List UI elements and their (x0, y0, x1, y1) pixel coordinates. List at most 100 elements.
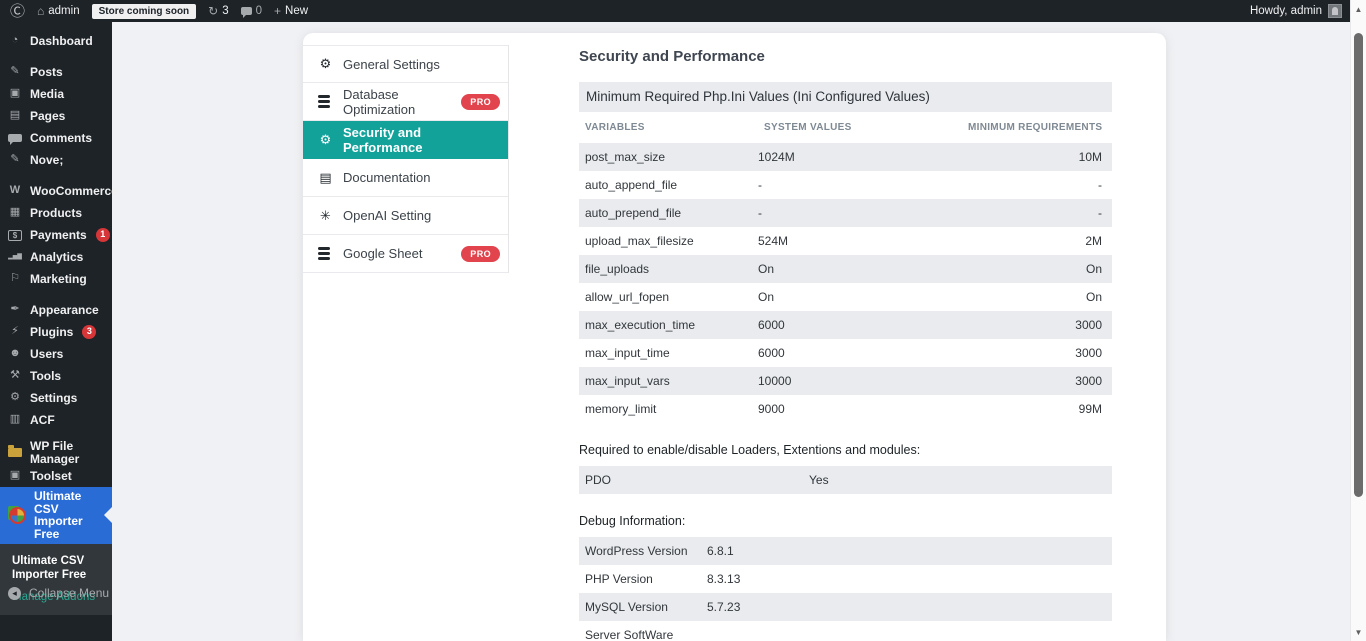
table-title: Minimum Required Php.Ini Values (Ini Con… (579, 82, 1112, 112)
tab-google-sheet[interactable]: Google SheetPRO (303, 235, 508, 273)
table-row: max_input_time60003000 (579, 339, 1112, 367)
document-icon: ▤ (318, 170, 333, 186)
tab-label: Security and Performance (343, 125, 500, 155)
pro-badge: PRO (461, 94, 500, 110)
sidebar-item-label: Appearance (30, 304, 99, 317)
cell-system-value: On (758, 290, 962, 304)
sidebar-item-products[interactable]: ▦Products (0, 202, 112, 224)
sidebar-item-tools[interactable]: ⚒ Tools (0, 365, 112, 387)
sidebar-item-nove[interactable]: ✎Nove; (0, 149, 112, 171)
sidebar-item-wp-file-manager[interactable]: WP File Manager (0, 440, 112, 465)
sidebar-item-users[interactable]: ☻ Users (0, 343, 112, 365)
user-avatar[interactable] (1328, 4, 1342, 18)
page-title: Security and Performance (579, 47, 1112, 67)
submenu-item-ultimate-csv-importer-free[interactable]: Ultimate CSV Importer Free (12, 554, 106, 582)
column-header-minimum-requirements: MINIMUM REQUIREMENTS (962, 122, 1112, 133)
debug-section-label: Debug Information: (579, 514, 1112, 529)
scrollbar-up-arrow-icon[interactable]: ▲ (1351, 5, 1366, 14)
sidebar-item-toolset[interactable]: ▣Toolset (0, 465, 112, 487)
products-icon: ▦ (8, 207, 22, 219)
collapse-menu-label: Collapse Menu (29, 586, 109, 600)
tab-label: OpenAI Setting (343, 208, 431, 223)
sidebar-item-woocommerce[interactable]: WWooCommerce (0, 180, 112, 202)
column-header-system-values: SYSTEM VALUES (758, 122, 962, 133)
tab-database-optimization[interactable]: Database OptimizationPRO (303, 83, 508, 121)
loaders-section-label: Required to enable/disable Loaders, Exte… (579, 443, 1112, 458)
sidebar-item-appearance[interactable]: ✒Appearance (0, 299, 112, 321)
tab-label: Documentation (343, 170, 430, 185)
plugin-submenu: Ultimate CSV Importer Free Manage Addons (0, 544, 112, 615)
plugin-icon: ⚡ (8, 326, 22, 338)
settings-icon: ⚙ (8, 392, 22, 404)
collapse-menu-button[interactable]: ◂ Collapse Menu (0, 586, 112, 600)
cell-minimum-requirement: 3000 (962, 346, 1112, 360)
wordpress-logo-icon[interactable]: Ⓒ (10, 4, 25, 19)
cell-minimum-requirement: On (962, 262, 1112, 276)
pushpin-icon: ✎ (8, 66, 22, 78)
sidebar-item-label: Posts (30, 66, 63, 79)
sidebar-item-payments[interactable]: $Payments1 (0, 224, 112, 246)
sidebar-item-label: Users (30, 348, 63, 361)
browser-scrollbar[interactable]: ▲ ▼ (1350, 0, 1366, 641)
updates-link[interactable]: ↻ 3 (208, 5, 228, 17)
tools-icon: ⚒ (8, 370, 22, 382)
sidebar-item-ultimate-csv-importer-free[interactable]: Ultimate CSV Importer Free (0, 487, 112, 543)
cell-debug-value: 8.3.13 (707, 572, 1112, 586)
comments-count: 0 (256, 5, 262, 17)
cell-minimum-requirement: 3000 (962, 318, 1112, 332)
sidebar-item-comments[interactable]: Comments (0, 127, 112, 149)
sidebar-item-analytics[interactable]: ▂▅▇Analytics (0, 246, 112, 268)
pages-icon: ▤ (8, 110, 22, 122)
cell-variable: auto_append_file (579, 178, 758, 192)
sidebar-item-media[interactable]: ▣Media (0, 83, 112, 105)
cell-system-value: 524M (758, 234, 962, 248)
sidebar-item-dashboard[interactable]: ◔Dashboard (0, 30, 112, 52)
table-row: allow_url_fopenOnOn (579, 283, 1112, 311)
new-label: New (285, 5, 308, 17)
woocommerce-icon: W (8, 185, 22, 197)
new-content-link[interactable]: + New (274, 5, 308, 17)
cell-loader-name: PDO (579, 473, 809, 487)
tab-documentation[interactable]: ▤ Documentation (303, 159, 508, 197)
gear-icon: ⚙ (318, 56, 333, 72)
plus-icon: + (274, 5, 281, 17)
sidebar-item-marketing[interactable]: ⚐Marketing (0, 268, 112, 290)
tab-general-settings[interactable]: ⚙General Settings (303, 45, 508, 83)
sidebar-item-label: Pages (30, 110, 65, 123)
table-row: file_uploadsOnOn (579, 255, 1112, 283)
payments-icon: $ (8, 230, 22, 241)
tab-openai-setting[interactable]: ✳ OpenAI Setting (303, 197, 508, 235)
table-row: memory_limit900099M (579, 395, 1112, 423)
openai-icon: ✳ (318, 208, 333, 224)
cell-system-value: - (758, 178, 962, 192)
sidebar-menu-group: ✒Appearance⚡Plugins3☻Users⚒Tools⚙Setting… (0, 299, 112, 431)
comments-link[interactable]: 0 (241, 5, 262, 17)
sidebar-item-label: Tools (30, 370, 61, 383)
store-coming-soon-badge[interactable]: Store coming soon (92, 4, 197, 19)
sidebar-item-settings[interactable]: ⚙Settings (0, 387, 112, 409)
media-icon: ▣ (8, 88, 22, 100)
scrollbar-down-arrow-icon[interactable]: ▼ (1351, 628, 1366, 637)
howdy-text[interactable]: Howdy, admin (1250, 5, 1322, 17)
users-icon: ☻ (8, 348, 22, 360)
settings-container: ⚙General SettingsDatabase OptimizationPR… (303, 33, 1166, 641)
table-row: max_input_vars100003000 (579, 367, 1112, 395)
sidebar-item-plugins[interactable]: ⚡Plugins3 (0, 321, 112, 343)
site-name-link[interactable]: ⌂ admin (37, 5, 80, 17)
cell-debug-name: Server SoftWare (579, 628, 707, 641)
database-icon (318, 95, 333, 108)
tab-security-and-performance[interactable]: ⚙Security and Performance (303, 121, 508, 159)
csv-importer-logo-icon (8, 506, 26, 524)
scrollbar-thumb[interactable] (1354, 33, 1363, 497)
sidebar-item-label: Dashboard (30, 35, 93, 48)
loaders-table: PDOYes (579, 466, 1112, 494)
sidebar-item-label: ACF (30, 414, 55, 427)
sidebar-item-pages[interactable]: ▤ Pages (0, 105, 112, 127)
table-row: PHP Version8.3.13 (579, 565, 1112, 593)
sidebar-item-posts[interactable]: ✎ Posts (0, 61, 112, 83)
table-row: post_max_size1024M10M (579, 143, 1112, 171)
cell-system-value: 6000 (758, 346, 962, 360)
sidebar-item-label: Nove; (30, 154, 63, 167)
sidebar-item-acf[interactable]: ▥ACF (0, 409, 112, 431)
sidebar-item-label: Plugins (30, 326, 73, 339)
